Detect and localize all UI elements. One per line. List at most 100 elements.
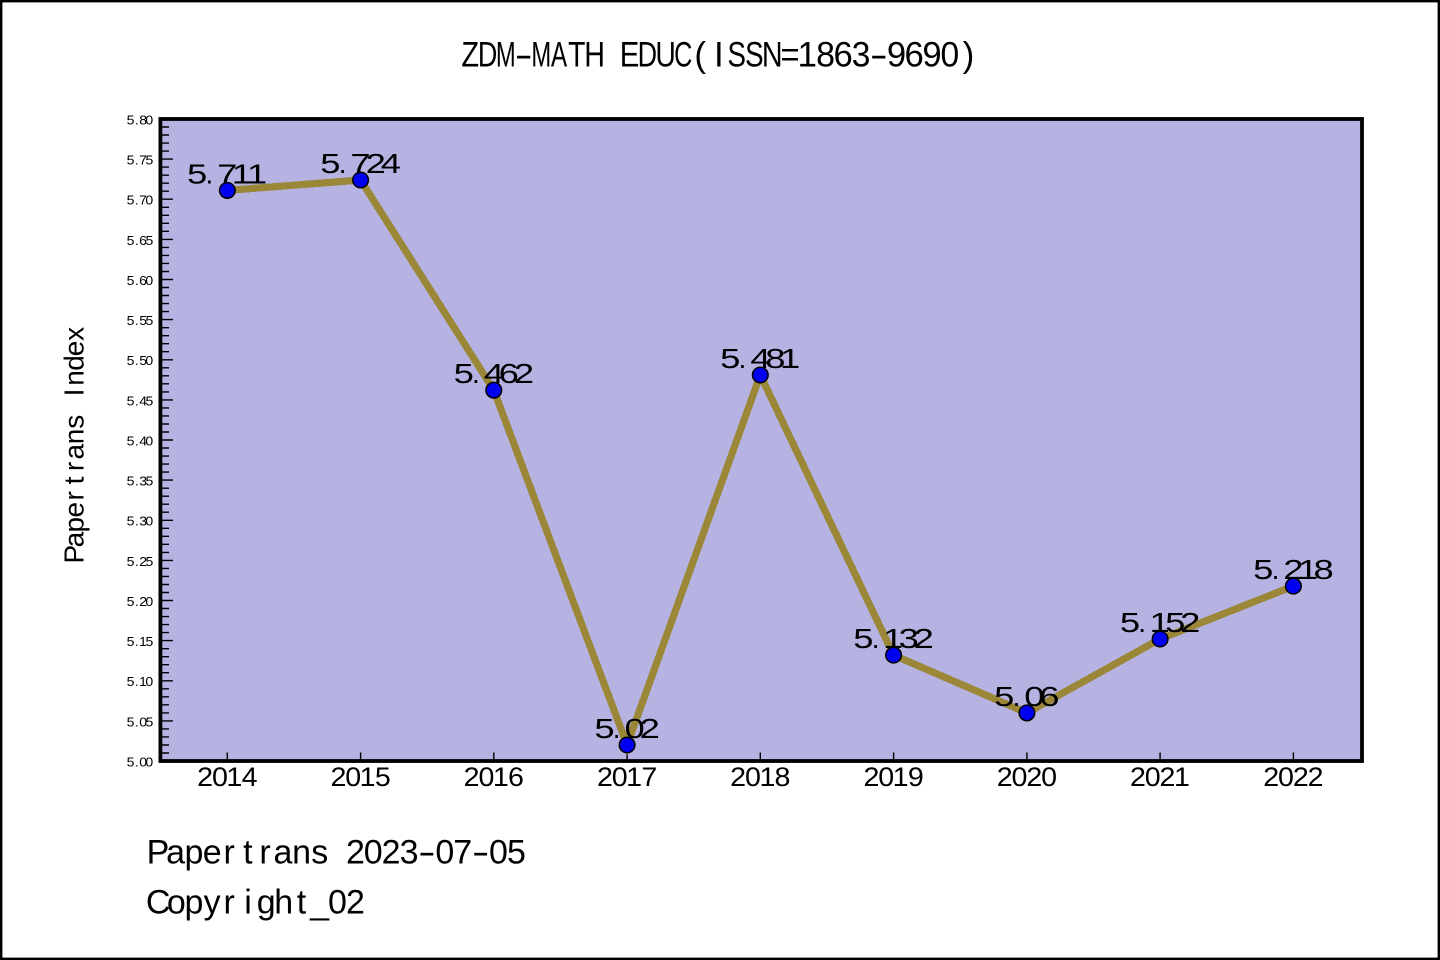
svg-text:8: 8 xyxy=(765,343,785,374)
svg-text:7: 7 xyxy=(139,193,147,207)
svg-text:.: . xyxy=(135,193,139,208)
svg-text:5: 5 xyxy=(127,675,135,689)
svg-text:0: 0 xyxy=(612,762,628,792)
svg-text:5: 5 xyxy=(145,715,153,729)
svg-text:.: . xyxy=(135,474,139,489)
svg-text:5: 5 xyxy=(187,158,207,189)
svg-text:T: T xyxy=(568,35,585,75)
svg-text:i: i xyxy=(244,884,252,922)
svg-text:a: a xyxy=(166,834,185,872)
svg-text:P: P xyxy=(59,545,90,564)
svg-text:0: 0 xyxy=(145,113,153,127)
svg-text:0: 0 xyxy=(478,762,494,792)
svg-text:0: 0 xyxy=(145,675,153,689)
svg-text:0: 0 xyxy=(1024,681,1044,712)
svg-text:5: 5 xyxy=(145,474,153,488)
svg-text:6: 6 xyxy=(499,358,519,389)
svg-text:5: 5 xyxy=(127,273,135,287)
svg-text:5: 5 xyxy=(1165,607,1185,638)
svg-text:0: 0 xyxy=(145,273,153,287)
svg-text:1: 1 xyxy=(232,158,252,189)
svg-text:0: 0 xyxy=(145,514,153,528)
svg-text:0: 0 xyxy=(328,884,347,922)
svg-text:.: . xyxy=(135,233,139,248)
svg-text:-: - xyxy=(870,35,888,74)
svg-text:e: e xyxy=(59,502,90,518)
svg-text:n: n xyxy=(59,370,90,386)
svg-text:5: 5 xyxy=(145,233,153,247)
svg-text:5: 5 xyxy=(139,314,147,328)
svg-text:9: 9 xyxy=(908,762,924,792)
svg-text:6: 6 xyxy=(1039,681,1059,712)
svg-text:1: 1 xyxy=(139,635,147,649)
svg-text:5: 5 xyxy=(1120,607,1140,638)
svg-text:2: 2 xyxy=(1160,762,1176,792)
svg-text:.: . xyxy=(135,754,139,769)
svg-text:1: 1 xyxy=(780,343,800,374)
svg-text:n: n xyxy=(59,429,90,445)
svg-text:2: 2 xyxy=(914,623,934,654)
svg-text:0: 0 xyxy=(1041,762,1057,792)
svg-text:r: r xyxy=(59,462,90,471)
svg-text:8: 8 xyxy=(816,36,835,75)
svg-text:5: 5 xyxy=(375,762,391,792)
svg-text:2: 2 xyxy=(1180,607,1200,638)
svg-text:7: 7 xyxy=(139,153,147,167)
svg-text:P: P xyxy=(147,834,170,872)
svg-text:0: 0 xyxy=(364,834,383,872)
svg-text:.: . xyxy=(339,148,347,179)
svg-text:g: g xyxy=(257,884,276,922)
svg-text:.: . xyxy=(135,554,139,569)
svg-text:7: 7 xyxy=(350,148,370,179)
svg-text:5: 5 xyxy=(127,434,135,448)
svg-text:5: 5 xyxy=(127,715,135,729)
svg-text:S: S xyxy=(727,35,745,75)
svg-text:6: 6 xyxy=(905,36,924,75)
svg-text:s: s xyxy=(59,415,90,429)
svg-text:=: = xyxy=(780,36,799,75)
svg-text:2: 2 xyxy=(730,762,746,792)
svg-text:.: . xyxy=(872,623,880,654)
svg-text:5: 5 xyxy=(127,314,135,328)
svg-text:.: . xyxy=(135,273,139,288)
svg-text:U: U xyxy=(655,35,675,75)
svg-text:2: 2 xyxy=(464,762,480,792)
svg-text:.: . xyxy=(135,153,139,168)
svg-text:M: M xyxy=(531,36,551,75)
svg-text:): ) xyxy=(963,36,975,75)
svg-text:5: 5 xyxy=(127,514,135,528)
svg-text:p: p xyxy=(184,834,203,872)
svg-text:1: 1 xyxy=(626,762,642,792)
svg-text:5: 5 xyxy=(127,193,135,207)
svg-text:2: 2 xyxy=(1293,762,1309,792)
svg-text:5: 5 xyxy=(145,153,153,167)
svg-text:7: 7 xyxy=(453,834,472,872)
svg-text:8: 8 xyxy=(139,113,147,127)
svg-text:5: 5 xyxy=(127,233,135,247)
svg-text:.: . xyxy=(472,358,480,389)
svg-text:5: 5 xyxy=(145,635,153,649)
svg-text:1: 1 xyxy=(493,762,509,792)
svg-text:4: 4 xyxy=(381,148,401,179)
svg-text:M: M xyxy=(496,36,516,75)
svg-text:0: 0 xyxy=(489,834,508,872)
svg-text:S: S xyxy=(745,35,763,75)
svg-text:D: D xyxy=(638,35,657,74)
svg-text:1: 1 xyxy=(247,158,267,189)
svg-text:3: 3 xyxy=(139,474,147,488)
svg-text:0: 0 xyxy=(212,762,228,792)
svg-text:2: 2 xyxy=(366,148,386,179)
svg-text:0: 0 xyxy=(145,434,153,448)
svg-text:r: r xyxy=(259,834,270,872)
svg-text:y: y xyxy=(204,884,221,922)
svg-text:.: . xyxy=(135,393,139,408)
svg-text:5: 5 xyxy=(454,358,474,389)
svg-text:5: 5 xyxy=(139,354,147,368)
svg-text:o: o xyxy=(167,884,186,922)
svg-text:3: 3 xyxy=(899,623,919,654)
svg-text:I: I xyxy=(59,389,90,397)
svg-text:.: . xyxy=(135,714,139,729)
svg-text:p: p xyxy=(59,517,90,533)
svg-text:e: e xyxy=(59,341,90,357)
svg-text:0: 0 xyxy=(624,713,644,744)
